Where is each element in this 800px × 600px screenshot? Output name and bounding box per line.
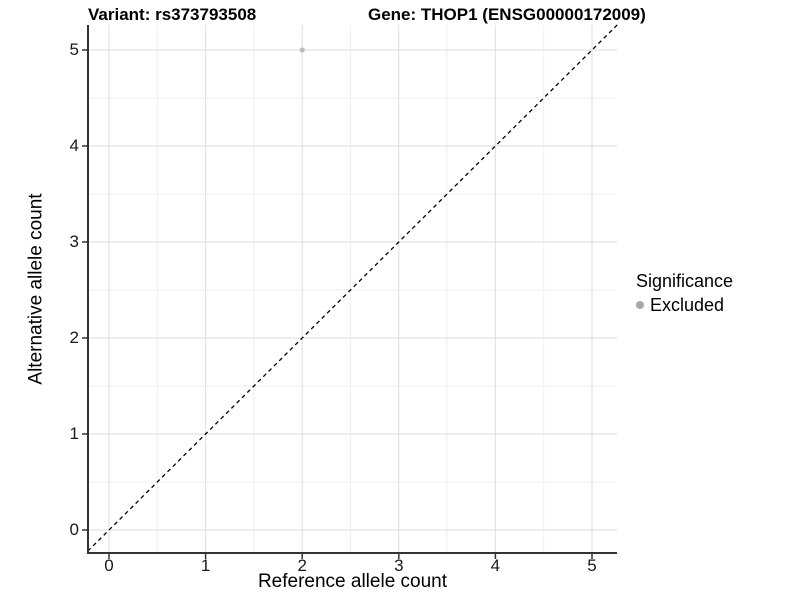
identity-dashed-line [87,23,619,552]
x-tick-label: 5 [587,556,597,575]
y-tick-label: 0 [69,520,79,539]
data-point-excluded [299,47,305,53]
y-tick-label: 5 [69,40,79,59]
minor-gridlines [88,25,617,553]
y-tick-label: 4 [69,136,79,155]
x-tick-label: 2 [297,556,307,575]
legend-item-label: Excluded [650,295,725,315]
axis-lines [87,25,617,554]
plot-title-variant: Variant: rs373793508 [88,5,257,24]
plot-title-gene: Gene: THOP1 (ENSG00000172009) [368,5,646,24]
tick-marks [82,49,593,559]
legend-key-dot-icon [636,301,644,309]
x-tick-label: 4 [490,556,501,575]
legend: Significance Excluded [636,270,733,315]
major-gridlines [88,25,617,553]
x-tick-label: 1 [200,556,211,575]
y-axis-title: Alternative allele count [26,193,48,385]
y-tick-label: 2 [69,328,79,347]
legend-title: Significance [636,271,734,291]
x-tick-label: 3 [394,556,404,575]
y-tick-label: 3 [69,232,79,251]
legend-item-excluded: Excluded [636,295,733,315]
data-points-layer [299,47,305,53]
x-axis-title: Reference allele count [257,571,448,592]
x-tick-label: 0 [104,556,114,575]
y-tick-label: 1 [69,424,79,443]
